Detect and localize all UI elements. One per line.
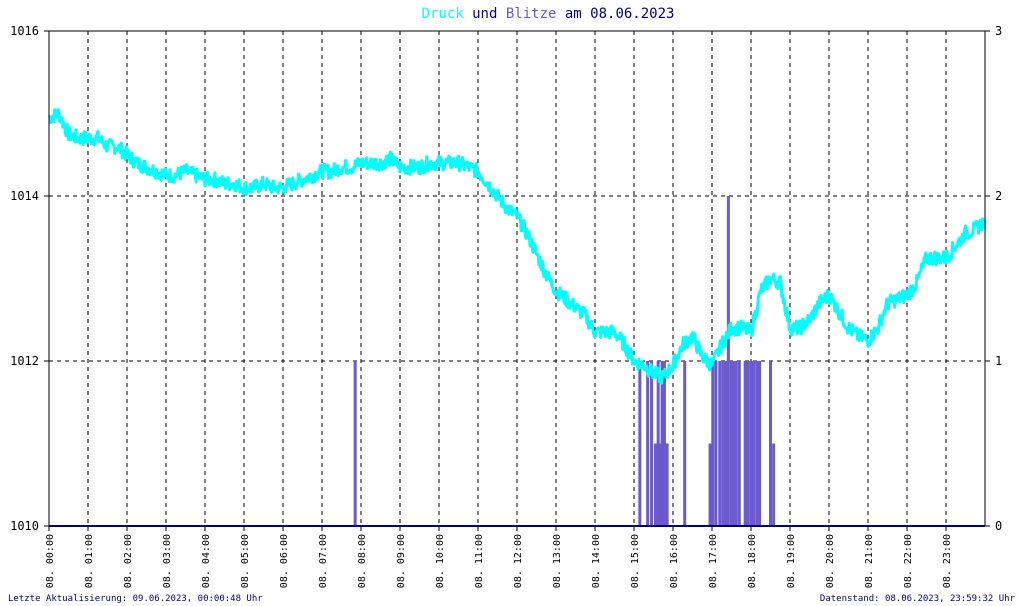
y-right-tick-label: 0 <box>995 519 1002 533</box>
blitze-bar <box>731 361 735 526</box>
x-tick-label: 08. 23:00 <box>942 534 953 588</box>
blitze-bar <box>683 361 687 526</box>
x-tick-label: 08. 00:00 <box>45 534 56 588</box>
blitze-bar <box>758 361 762 526</box>
blitze-bar <box>730 361 733 526</box>
y-right-tick-label: 2 <box>995 189 1002 203</box>
y-right-tick-label: 1 <box>995 354 1002 368</box>
x-tick-label: 08. 19:00 <box>786 534 797 588</box>
blitze-bar <box>726 196 730 526</box>
title-blitze: Blitze <box>506 6 557 22</box>
blitze-bar <box>721 361 725 526</box>
grid-lines <box>49 30 985 526</box>
x-tick-label: 08. 05:00 <box>240 534 251 588</box>
x-tick-label: 08. 21:00 <box>864 534 875 588</box>
x-tick-label: 08. 20:00 <box>825 534 836 588</box>
chart-title: Druck und Blitze am 08.06.2023 <box>422 6 675 22</box>
title-und: und <box>464 6 506 22</box>
blitze-bar <box>734 361 738 526</box>
blitze-bar <box>718 361 722 526</box>
blitze-bar <box>714 361 718 526</box>
blitze-bar <box>737 361 741 526</box>
x-tick-label: 08. 13:00 <box>552 534 563 588</box>
x-tick-label: 08. 01:00 <box>84 534 95 588</box>
last-update-text: Letzte Aktualisierung: 09.06.2023, 00:00… <box>8 594 263 604</box>
y-left-tick-label: 1012 <box>10 354 39 368</box>
x-tick-label: 08. 11:00 <box>474 534 485 588</box>
blitze-bar <box>665 443 669 526</box>
y-left-tick-label: 1016 <box>10 24 39 38</box>
blitze-bar <box>749 361 753 526</box>
title-date: am 08.06.2023 <box>556 6 674 22</box>
blitze-bar <box>746 361 750 526</box>
x-tick-label: 08. 22:00 <box>903 534 914 588</box>
blitze-bar <box>755 361 759 526</box>
blitze-bar <box>724 361 728 526</box>
x-tick-label: 08. 17:00 <box>708 534 719 588</box>
x-tick-label: 08. 10:00 <box>435 534 446 588</box>
blitze-bar <box>769 361 772 526</box>
blitze-bar <box>662 361 666 526</box>
x-tick-label: 08. 09:00 <box>396 534 407 588</box>
title-druck: Druck <box>422 6 465 22</box>
x-tick-label: 08. 12:00 <box>513 534 524 588</box>
x-tick-label: 08. 06:00 <box>279 534 290 588</box>
blitze-bar <box>743 361 747 526</box>
blitze-series <box>353 196 776 526</box>
y-right-tick-labels: 0 1 2 3 <box>985 24 1002 533</box>
druck-line <box>47 108 987 385</box>
x-tick-label: 08. 04:00 <box>201 534 212 588</box>
y-left-tick-labels: 1010 1012 1014 1016 <box>10 24 49 533</box>
data-status-text: Datenstand: 08.06.2023, 23:59:32 Uhr <box>820 594 1016 604</box>
blitze-bar <box>650 361 654 526</box>
x-tick-label: 08. 03:00 <box>162 534 173 588</box>
y-left-tick-label: 1014 <box>10 189 39 203</box>
x-tick-label: 08. 02:00 <box>123 534 134 588</box>
blitze-bar <box>660 361 664 526</box>
blitze-bar <box>353 361 357 526</box>
x-tick-label: 08. 07:00 <box>318 534 329 588</box>
x-tick-label: 08. 18:00 <box>747 534 758 588</box>
x-tick-label: 08. 08:00 <box>357 534 368 588</box>
x-tick-label: 08. 15:00 <box>630 534 641 588</box>
blitze-bar <box>711 361 715 526</box>
y-left-tick-label: 1010 <box>10 519 39 533</box>
blitze-bar <box>656 361 660 526</box>
x-tick-labels: 08. 00:00 08. 01:00 08. 02:00 08. 03:00 08. … <box>45 526 953 588</box>
blitze-bar <box>638 361 642 526</box>
blitze-bar <box>653 443 657 526</box>
blitze-bar <box>659 443 663 526</box>
y-right-tick-label: 3 <box>995 24 1002 38</box>
x-tick-label: 08. 16:00 <box>669 534 680 588</box>
blitze-bar <box>752 361 756 526</box>
blitze-bar <box>772 443 776 526</box>
blitze-bar <box>646 361 650 526</box>
x-tick-label: 08. 14:00 <box>591 534 602 588</box>
blitze-bar <box>708 443 712 526</box>
druck-series <box>47 108 987 385</box>
